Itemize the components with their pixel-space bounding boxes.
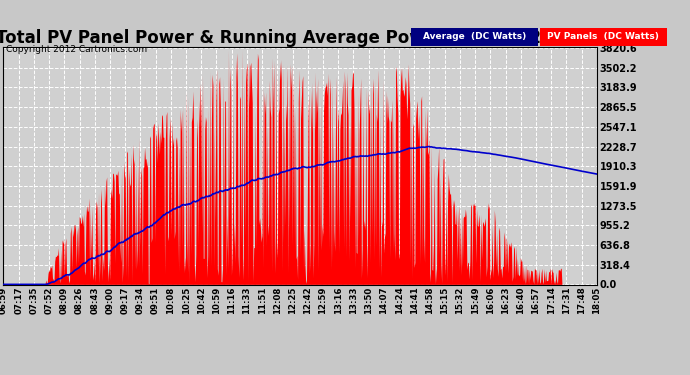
Text: Average  (DC Watts): Average (DC Watts) <box>423 32 526 41</box>
Text: PV Panels  (DC Watts): PV Panels (DC Watts) <box>547 32 660 41</box>
Title: Total PV Panel Power & Running Average Power Fri Oct 12  18:18: Total PV Panel Power & Running Average P… <box>0 29 604 47</box>
Text: Copyright 2012 Cartronics.com: Copyright 2012 Cartronics.com <box>6 45 147 54</box>
